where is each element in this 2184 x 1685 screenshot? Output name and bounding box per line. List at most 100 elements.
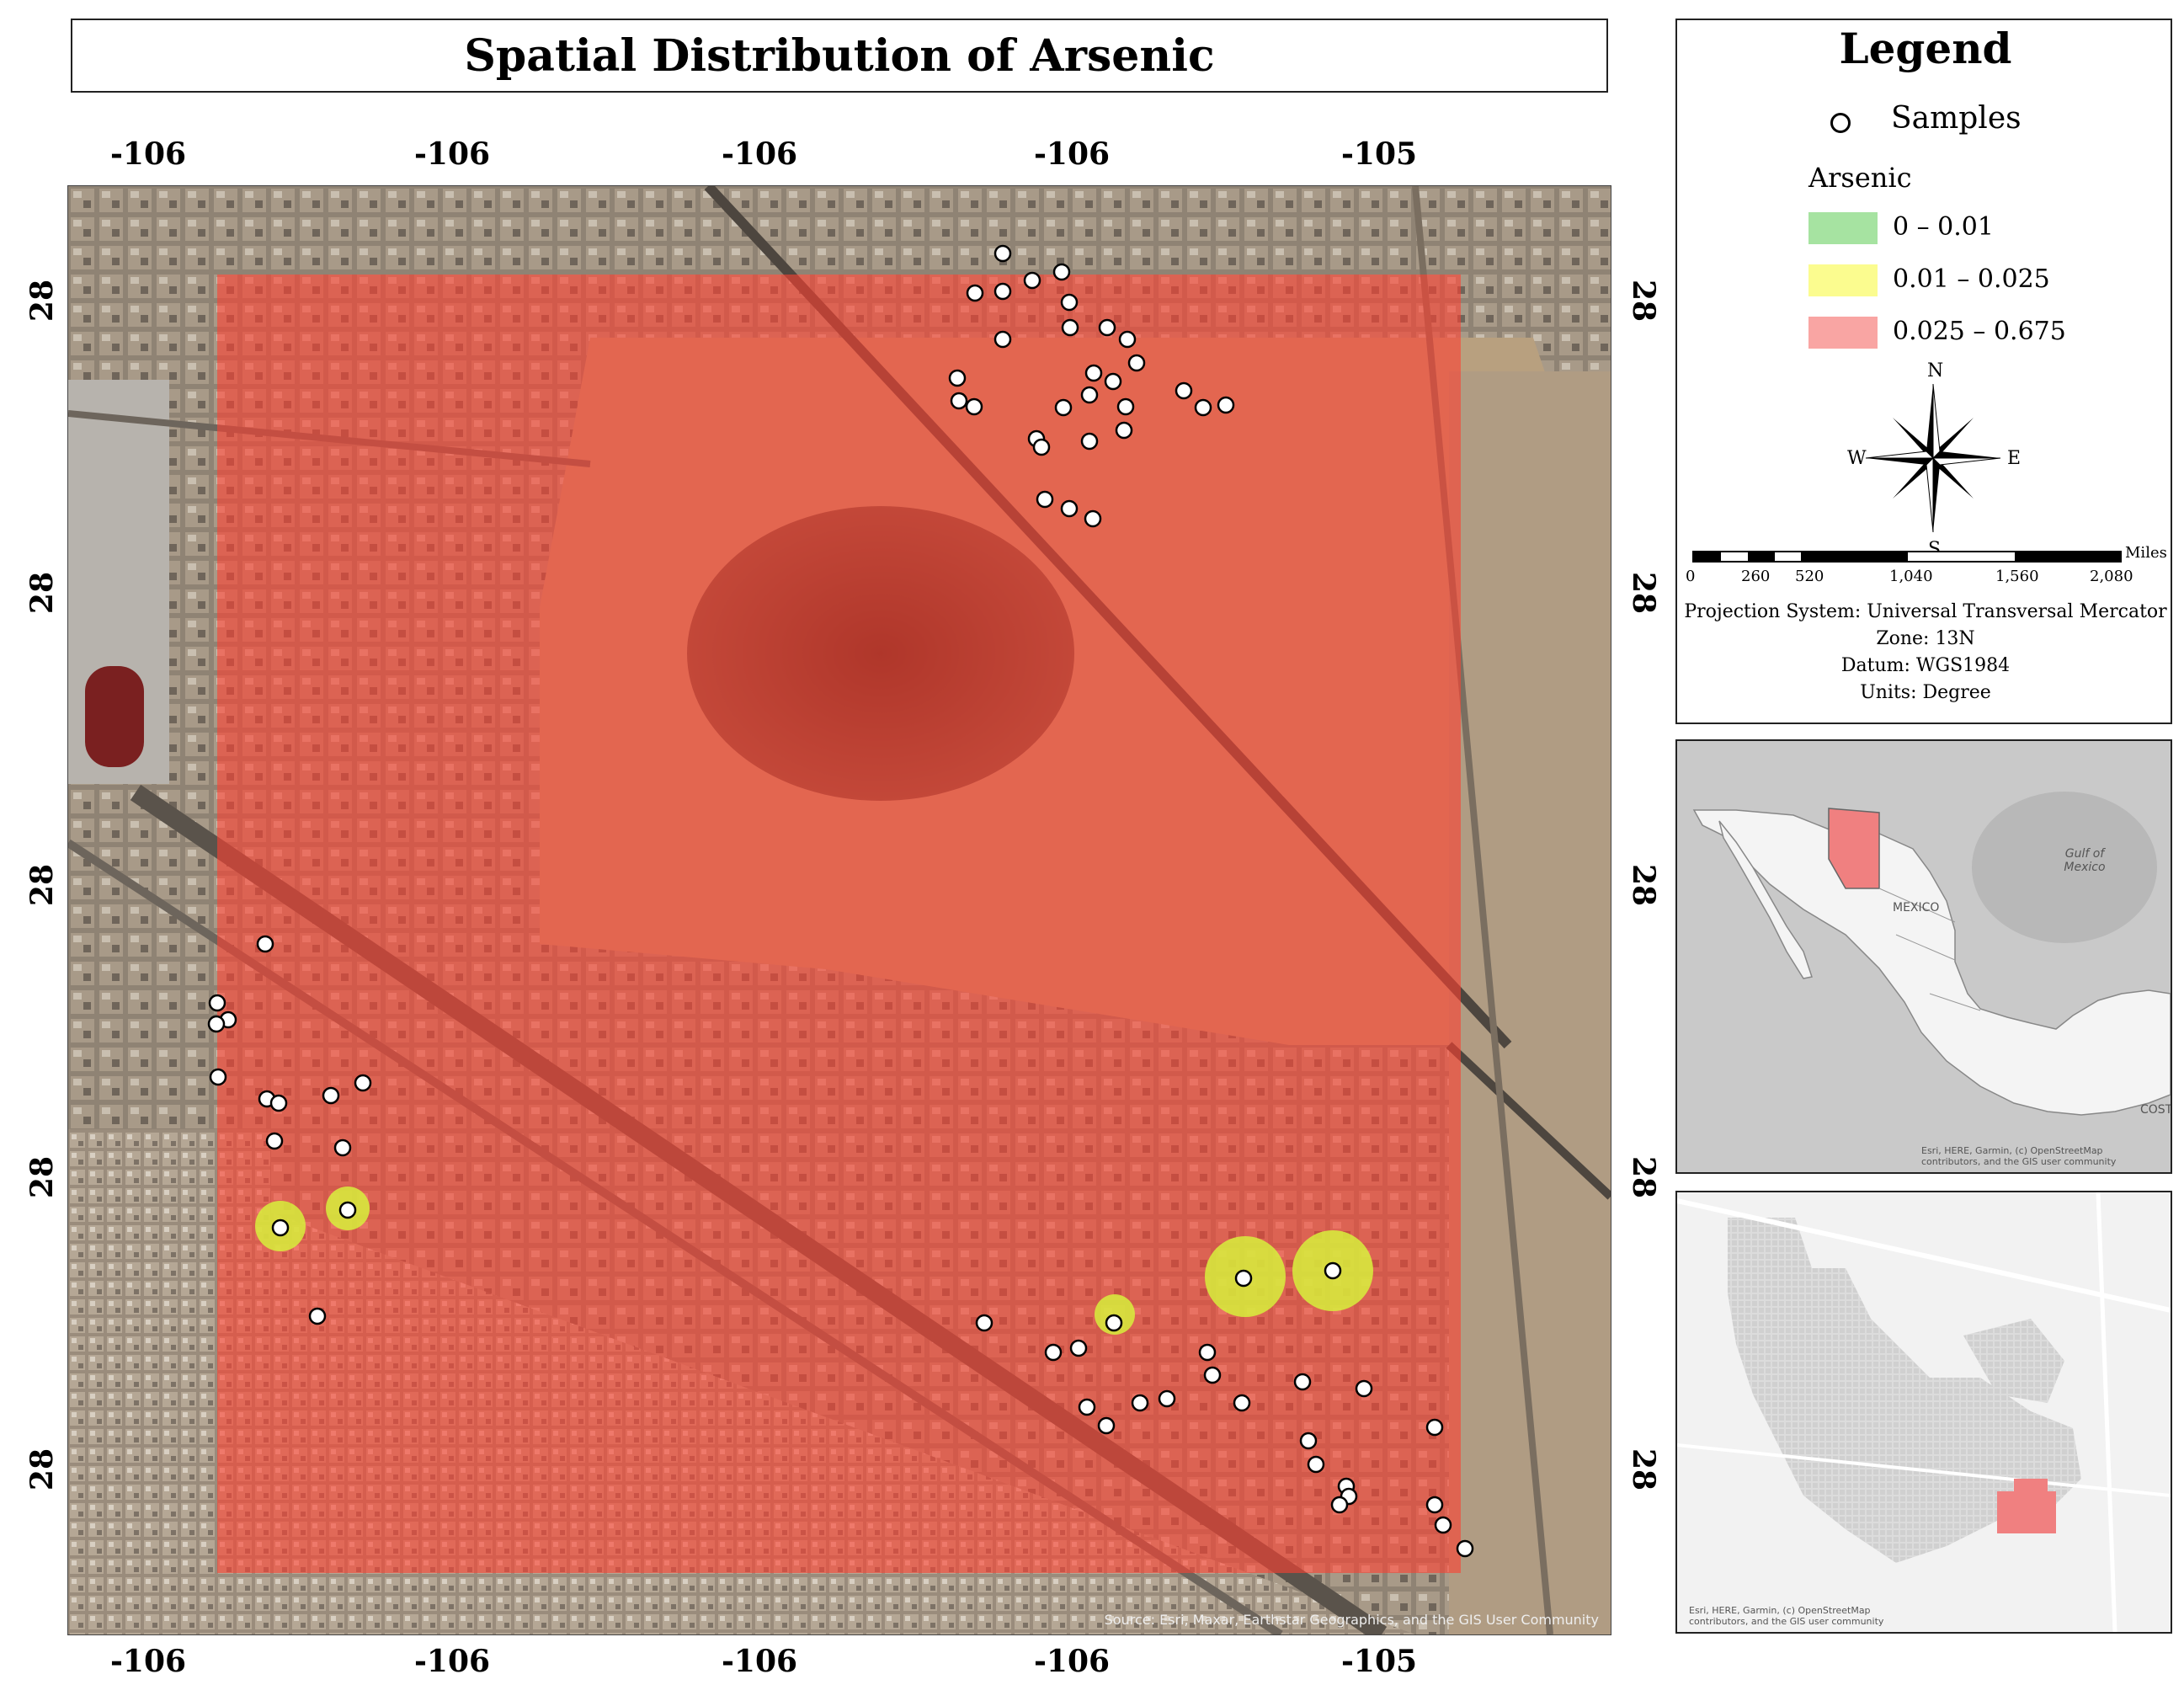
sample-point[interactable] [1060, 499, 1079, 518]
sample-point[interactable] [208, 994, 226, 1012]
sample-point[interactable] [354, 1074, 372, 1092]
sample-point[interactable] [322, 1086, 340, 1105]
sample-point[interactable] [1080, 386, 1099, 404]
sample-point[interactable] [1355, 1379, 1373, 1398]
sample-point[interactable] [1299, 1432, 1318, 1450]
legend-swatch-high [1808, 317, 1878, 349]
sample-point[interactable] [1078, 1398, 1096, 1416]
sample-point[interactable] [1084, 364, 1103, 382]
basemap-track [85, 666, 144, 767]
scale-label-1: 260 [1741, 568, 1771, 585]
sample-point[interactable] [1131, 1394, 1149, 1412]
inset-city-map[interactable]: Esri, HERE, Garmin, (c) OpenStreetMap co… [1675, 1191, 2172, 1634]
sample-point[interactable] [993, 282, 1012, 301]
legend-arsenic-label: Arsenic [1808, 162, 1912, 194]
projection-system: Projection System: Universal Transversal… [1684, 601, 2167, 622]
sample-point[interactable] [1203, 1366, 1222, 1384]
sample-point[interactable] [1069, 1339, 1088, 1357]
sample-point[interactable] [333, 1138, 352, 1157]
left-tick-2: 28 [24, 571, 60, 615]
sample-point[interactable] [256, 935, 274, 953]
sample-point[interactable] [1098, 318, 1116, 337]
sample-point[interactable] [1060, 293, 1079, 312]
sample-point[interactable] [308, 1307, 327, 1325]
sample-point[interactable] [1217, 396, 1235, 414]
sample-point[interactable] [1293, 1373, 1312, 1391]
north-label: N [1927, 360, 1944, 381]
sample-point[interactable] [1044, 1343, 1063, 1362]
sample-point[interactable] [966, 284, 984, 302]
right-tick-4: 28 [1626, 1155, 1661, 1199]
sample-point[interactable] [1158, 1389, 1176, 1408]
west-label: W [1847, 448, 1867, 469]
bottom-tick-3: -106 [721, 1644, 798, 1679]
sample-point[interactable] [1104, 372, 1122, 391]
basemap-rail-east [1446, 1042, 1611, 1200]
sample-point[interactable] [1023, 271, 1041, 290]
sample-point[interactable] [993, 330, 1012, 349]
inset-mexico-map[interactable]: Gulf of Mexico MEXICO COST Esri, HERE, G… [1675, 739, 2172, 1174]
sample-point[interactable] [1084, 509, 1102, 528]
sample-point[interactable] [207, 1015, 226, 1033]
legend-swatch-mid [1808, 264, 1878, 296]
legend-samples-label: Samples [1891, 101, 2022, 136]
bottom-tick-5: -105 [1340, 1644, 1418, 1679]
top-tick-3: -106 [721, 136, 798, 172]
city-map-canvas [1677, 1192, 2171, 1632]
inset-mexico-attribution: Esri, HERE, Garmin, (c) OpenStreetMap co… [1921, 1145, 2117, 1167]
main-map[interactable]: Source: Esri, Maxar, Earthstar Geographi… [67, 185, 1611, 1635]
left-tick-1: 28 [24, 279, 60, 323]
sample-point[interactable] [271, 1218, 290, 1237]
sample-point[interactable] [1036, 490, 1054, 509]
sample-point[interactable] [1127, 354, 1146, 372]
right-tick-1: 28 [1626, 279, 1661, 323]
sample-point[interactable] [1118, 330, 1137, 349]
sample-point[interactable] [950, 392, 968, 410]
sample-point[interactable] [993, 244, 1012, 263]
sample-point[interactable] [1330, 1496, 1349, 1514]
sample-point[interactable] [948, 369, 967, 387]
scale-label-2: 520 [1795, 568, 1824, 585]
sample-point[interactable] [1175, 381, 1193, 400]
inset-city-attribution: Esri, HERE, Garmin, (c) OpenStreetMap co… [1689, 1605, 1884, 1627]
right-tick-3: 28 [1626, 863, 1661, 907]
map-canvas [68, 186, 1611, 1634]
right-tick-2: 28 [1626, 571, 1661, 615]
sample-point[interactable] [1097, 1416, 1116, 1435]
sample-point[interactable] [1052, 263, 1071, 281]
legend-title: Legend [1839, 24, 2012, 73]
sample-point[interactable] [1233, 1394, 1251, 1412]
sample-point[interactable] [1115, 421, 1133, 440]
sample-point[interactable] [1061, 318, 1079, 337]
sample-point[interactable] [1080, 432, 1099, 451]
sample-points [207, 244, 1474, 1558]
sample-point[interactable] [975, 1314, 993, 1332]
legend-class-low-label: 0 – 0.01 [1893, 212, 1994, 242]
sample-point[interactable] [338, 1201, 357, 1219]
sample-point[interactable] [1198, 1343, 1217, 1362]
sample-point[interactable] [269, 1094, 288, 1112]
map-title: Spatial Distribution of Arsenic [71, 19, 1608, 93]
sample-point[interactable] [1324, 1261, 1342, 1280]
sample-point[interactable] [209, 1068, 227, 1086]
sample-point[interactable] [265, 1132, 284, 1150]
sample-point[interactable] [1234, 1269, 1253, 1288]
sample-point[interactable] [1425, 1496, 1444, 1514]
sample-point[interactable] [1116, 397, 1135, 416]
sample-point[interactable] [1434, 1516, 1452, 1534]
sample-point[interactable] [1105, 1314, 1123, 1332]
left-tick-5: 28 [24, 1448, 60, 1491]
sample-point[interactable] [1425, 1418, 1444, 1437]
left-tick-3: 28 [24, 863, 60, 907]
sample-point[interactable] [965, 397, 983, 416]
scale-label-0: 0 [1686, 568, 1696, 585]
legend-panel: Legend Samples Arsenic 0 – 0.01 0.01 – 0… [1675, 19, 2172, 724]
right-tick-5: 28 [1626, 1448, 1661, 1491]
sample-point[interactable] [1307, 1455, 1325, 1474]
arsenic-high-layer [217, 275, 1461, 1573]
sample-point[interactable] [1032, 438, 1051, 456]
scale-label-5: 2,080 [2090, 568, 2133, 585]
sample-point[interactable] [1054, 398, 1073, 417]
sample-point[interactable] [1456, 1539, 1474, 1558]
sample-point[interactable] [1194, 398, 1212, 417]
